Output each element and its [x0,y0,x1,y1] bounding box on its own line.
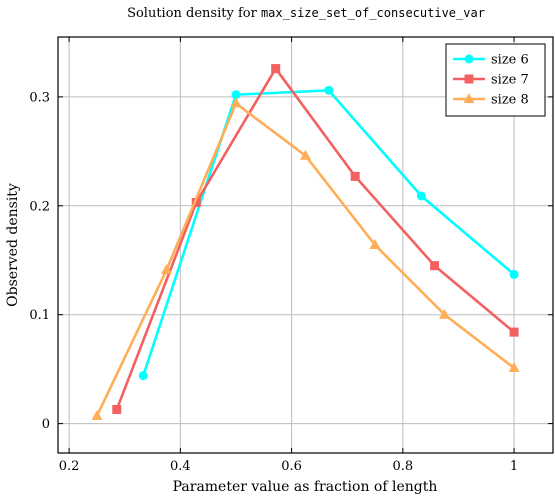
legend-label-size-8: size 8 [491,93,529,108]
chart-title-code: max_size_set_of_consecutive_var [261,6,485,20]
x-tick-label: 0.2 [59,459,80,474]
series-line-size-7 [115,67,515,410]
legend-label-size-7: size 7 [491,73,529,88]
chart-title-prefix: Solution density for [127,6,261,21]
data-point-size-7 [191,198,201,208]
data-point-size-8 [369,239,381,249]
data-point-size-7 [271,64,281,74]
series-line-size-6 [142,89,515,377]
data-point-size-8 [230,97,242,108]
data-point-size-6 [231,90,241,100]
y-tick-label: 0 [42,417,50,432]
tick-layer: 0.2 0.4 0.6 0.8 1 0 0.1 0.2 0.3 [29,37,553,474]
series-layer [91,64,520,420]
chart-title: Solution density for max_size_set_of_con… [127,6,485,21]
legend: size 6 size 7 size 8 [445,43,546,117]
data-point-size-7 [112,404,122,414]
data-point-size-8 [439,308,451,319]
data-point-size-7 [350,171,360,181]
x-tick-label: 0.4 [170,459,191,474]
y-tick-label: 0.3 [29,90,50,105]
legend-marker-size-6 [464,54,474,64]
data-point-size-7 [430,261,440,271]
data-point-size-6 [509,269,519,279]
legend-marker-size-8 [463,93,475,103]
data-point-size-6 [324,85,334,95]
y-axis-label: Observed density [5,183,21,307]
plot-frame [57,36,554,454]
legend-label-size-6: size 6 [491,53,529,68]
data-point-size-8 [300,149,311,160]
x-tick-label: 1 [510,459,518,474]
x-tick-label: 0.6 [281,459,302,474]
x-axis-label: Parameter value as fraction of length [173,479,438,495]
y-tick-label: 0.2 [29,199,50,214]
data-point-size-6 [138,371,148,381]
y-tick-label: 0.1 [29,308,50,323]
data-point-size-8 [508,362,520,373]
data-point-size-8 [160,264,172,275]
legend-marker-size-7 [464,74,474,84]
x-tick-label: 0.8 [392,459,413,474]
data-point-size-8 [91,409,103,420]
data-point-size-7 [509,327,519,337]
data-point-size-6 [416,191,426,201]
